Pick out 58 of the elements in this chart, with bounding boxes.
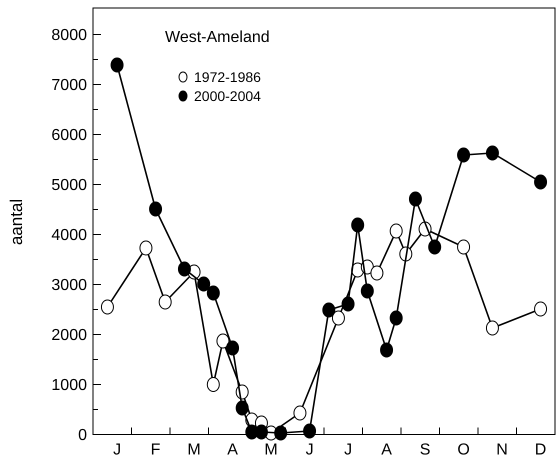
x-tick-label: F [150, 442, 161, 458]
point [216, 334, 230, 348]
y-tick-label: 6000 [51, 127, 88, 144]
y-tick-label: 1000 [51, 377, 88, 394]
legend-label: 1972-1986 [194, 68, 262, 85]
x-tick-label: A [227, 442, 238, 458]
x-tick-label: M [264, 442, 278, 458]
x-tick-label: S [420, 442, 430, 458]
point [534, 174, 548, 190]
y-tick-label: 8000 [51, 27, 88, 44]
y-tick-label: 2000 [51, 327, 88, 344]
point [197, 276, 210, 292]
point [332, 310, 345, 326]
point [206, 377, 220, 392]
point [206, 286, 220, 300]
y-tick-label: 5000 [51, 177, 88, 194]
point [342, 296, 355, 312]
point [254, 424, 268, 440]
y-tick-label: 0 [78, 427, 88, 444]
legend-title: West-Ameland [165, 29, 270, 46]
point [226, 340, 240, 356]
x-tick-label: J [344, 442, 352, 458]
point [158, 294, 172, 310]
y-axis-title: aantal [7, 198, 26, 246]
x-tick-label: D [534, 442, 546, 458]
point [457, 148, 470, 162]
point [390, 310, 403, 326]
point [390, 224, 403, 238]
point [428, 240, 442, 254]
x-tick-label: O [457, 442, 470, 458]
x-tick-label: J [113, 442, 122, 458]
point [100, 300, 114, 314]
y-tick-label: 4000 [51, 227, 88, 244]
point [274, 426, 288, 440]
point [303, 424, 316, 438]
y-tick-label: 7000 [51, 77, 88, 94]
y-tick-label: 3000 [51, 277, 88, 294]
point [486, 146, 499, 160]
point [322, 302, 336, 318]
point [380, 342, 394, 358]
x-tick-label: M [187, 442, 201, 458]
legend-label: 2000-2004 [194, 88, 262, 104]
x-tick-label: J [306, 442, 314, 458]
point [534, 302, 548, 316]
point [360, 284, 374, 298]
point [293, 406, 306, 420]
x-tick-label: A [381, 442, 392, 458]
point [139, 240, 152, 256]
point [408, 192, 422, 206]
x-tick-label: N [496, 442, 508, 458]
point [351, 218, 364, 232]
point [486, 320, 499, 336]
point [236, 400, 249, 416]
point [457, 240, 470, 254]
point [149, 202, 162, 216]
point [110, 58, 124, 72]
point [178, 262, 191, 276]
point [370, 266, 384, 280]
